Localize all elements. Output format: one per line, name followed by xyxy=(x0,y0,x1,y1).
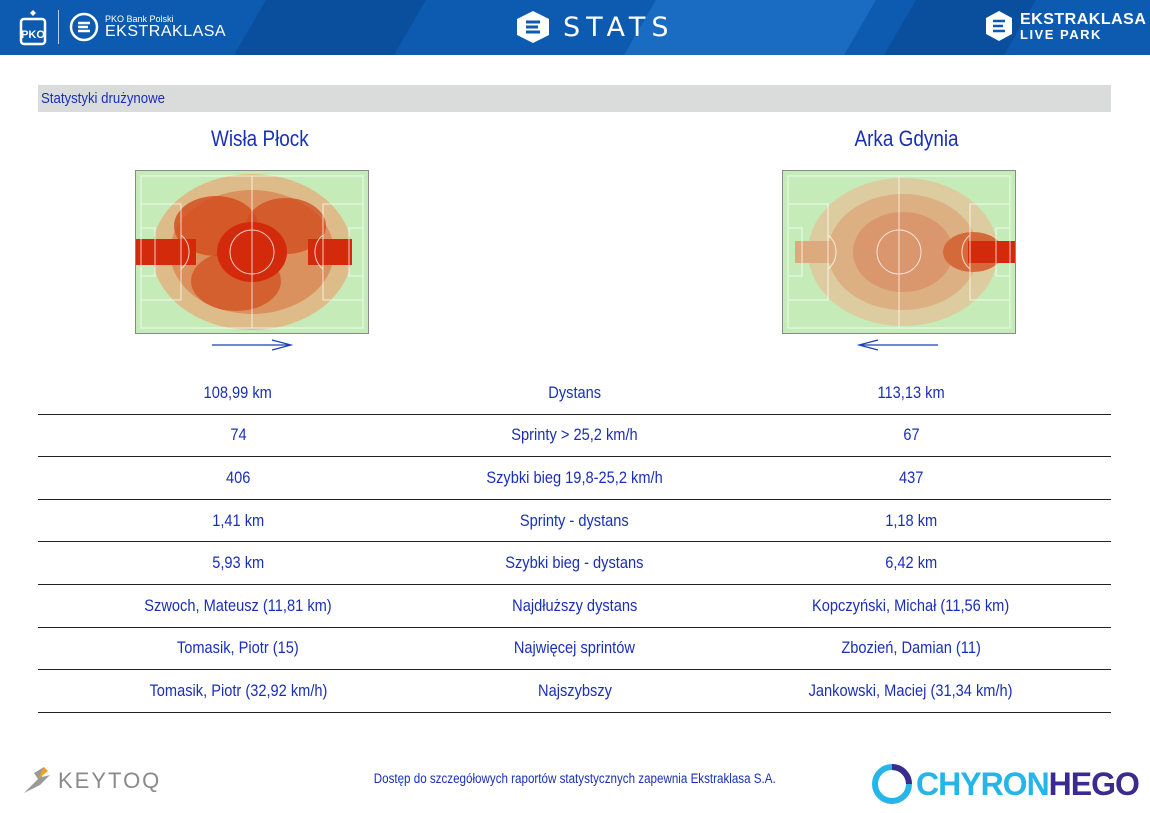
pko-bank-icon: PKO xyxy=(19,10,47,46)
away-value: Zbozień, Damian (11) xyxy=(711,627,1111,671)
stat-label: Dystans xyxy=(438,372,711,415)
away-value: Kopczyński, Michał (11,56 km) xyxy=(711,584,1111,628)
home-heatmap-graphic xyxy=(136,171,368,333)
away-value: 67 xyxy=(711,414,1111,458)
section-header: Statystyki drużynowe xyxy=(38,85,1111,112)
stats-logo: STATS xyxy=(515,10,675,44)
table-row: 5,93 km Szybki bieg - dystans 6,42 km xyxy=(38,541,1111,585)
svg-text:PKO: PKO xyxy=(21,29,45,41)
home-value: 5,93 km xyxy=(38,541,438,585)
home-value: 1,41 km xyxy=(38,499,438,543)
away-team-name: Arka Gdynia xyxy=(854,126,959,151)
ekstraklasa-hex-icon xyxy=(517,11,549,43)
stat-label: Najszybszy xyxy=(438,669,711,713)
home-value: Szwoch, Mateusz (11,81 km) xyxy=(38,584,438,628)
stat-label: Sprinty > 25,2 km/h xyxy=(438,414,711,458)
home-value: Tomasik, Piotr (15) xyxy=(38,627,438,671)
footer-note: Dostęp do szczegółowych raportów statyst… xyxy=(373,771,777,786)
table-row: 108,99 km Dystans 113,13 km xyxy=(38,372,1111,415)
section-title: Statystyki drużynowe xyxy=(41,90,165,107)
table-row: 1,41 km Sprinty - dystans 1,18 km xyxy=(38,499,1111,543)
chyron-part1: CHYRON xyxy=(916,765,1050,802)
stat-label: Szybki bieg 19,8-25,2 km/h xyxy=(438,456,711,500)
table-row: 74 Sprinty > 25,2 km/h 67 xyxy=(38,414,1111,458)
home-team-name: Wisła Płock xyxy=(210,126,309,151)
keytoq-text: KEYTOQ xyxy=(58,768,162,793)
home-value: Tomasik, Piotr (32,92 km/h) xyxy=(38,669,438,713)
home-value: 108,99 km xyxy=(38,372,438,415)
away-value: Jankowski, Maciej (31,34 km/h) xyxy=(711,669,1111,713)
bank-label: PKO Bank Polski xyxy=(105,13,174,24)
keytoq-logo: KEYTOQ xyxy=(20,763,161,799)
live-park-logo: EKSTRAKLASA LIVE PARK xyxy=(984,10,1146,42)
live-park-line2: LIVE PARK xyxy=(1020,26,1102,42)
ekstraklasa-hex-icon xyxy=(986,11,1012,41)
banner-stripe xyxy=(234,0,426,55)
away-heatmap xyxy=(782,170,1016,334)
home-value: 74 xyxy=(38,414,438,458)
table-row: 406 Szybki bieg 19,8-25,2 km/h 437 xyxy=(38,456,1111,500)
table-row: Szwoch, Mateusz (11,81 km) Najdłuższy dy… xyxy=(38,584,1111,628)
home-value: 406 xyxy=(38,456,438,500)
away-direction-arrow-icon xyxy=(856,339,938,351)
live-park-line1: EKSTRAKLASA xyxy=(1020,10,1147,28)
away-value: 437 xyxy=(711,456,1111,500)
stats-title: STATS xyxy=(563,11,675,43)
stat-label: Szybki bieg - dystans xyxy=(438,541,711,585)
stat-label: Sprinty - dystans xyxy=(438,499,711,543)
top-banner: PKO PKO Bank Polski EKSTRAKLASA STATS EK… xyxy=(0,0,1150,55)
away-value: 6,42 km xyxy=(711,541,1111,585)
away-value: 1,18 km xyxy=(711,499,1111,543)
ekstraklasa-ball-icon xyxy=(69,12,99,42)
logo-divider xyxy=(58,10,59,44)
team-stats-table: 108,99 km Dystans 113,13 km 74 Sprinty >… xyxy=(38,372,1111,713)
chyron-part2: HEGO xyxy=(1048,765,1140,802)
stat-label: Najwięcej sprintów xyxy=(438,627,711,671)
chyronhego-logo: CHYRONHEGO xyxy=(872,764,1140,804)
league-logo: PKO PKO Bank Polski EKSTRAKLASA xyxy=(18,7,226,47)
table-row: Tomasik, Piotr (15) Najwięcej sprintów Z… xyxy=(38,627,1111,671)
table-row: Tomasik, Piotr (32,92 km/h) Najszybszy J… xyxy=(38,669,1111,713)
away-heatmap-graphic xyxy=(783,171,1015,333)
league-label: EKSTRAKLASA xyxy=(105,22,227,40)
chyronhego-swirl-icon xyxy=(872,764,912,804)
home-direction-arrow-icon xyxy=(212,339,294,351)
stat-label: Najdłuższy dystans xyxy=(438,584,711,628)
away-value: 113,13 km xyxy=(711,372,1111,415)
home-heatmap xyxy=(135,170,369,334)
keytoq-bird-icon xyxy=(24,767,50,793)
